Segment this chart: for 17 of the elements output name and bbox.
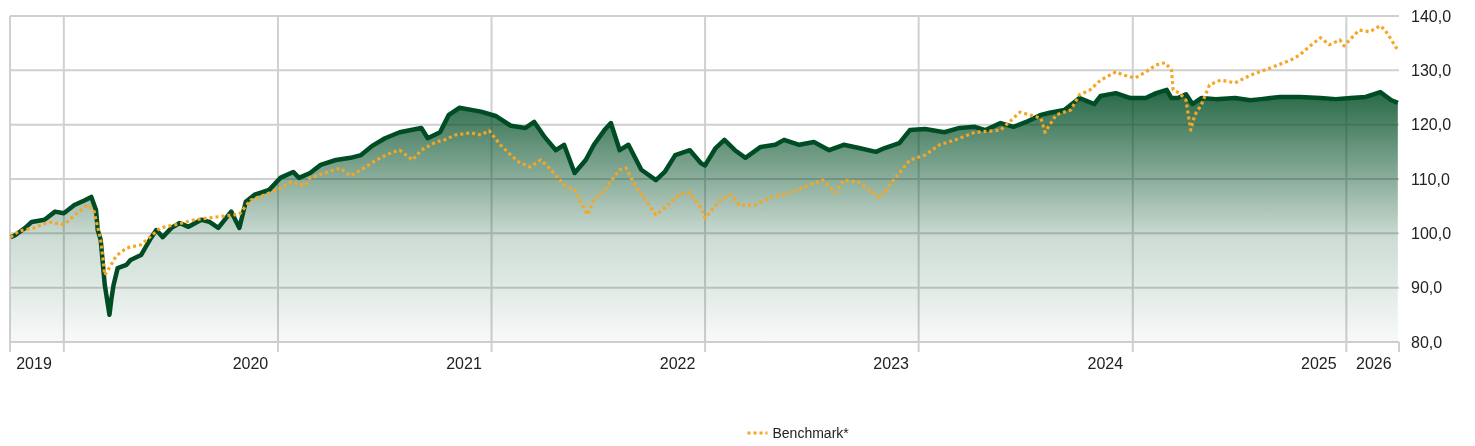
y-tick-label: 100,0 bbox=[1411, 224, 1452, 242]
x-tick-label: 2022 bbox=[659, 355, 696, 372]
y-tick-label: 140,0 bbox=[1411, 7, 1452, 25]
x-tick-label: 2019 bbox=[16, 355, 52, 372]
y-tick-label: 120,0 bbox=[1411, 116, 1452, 134]
y-tick-label: 110,0 bbox=[1411, 170, 1450, 188]
legend-label: Benchmark* bbox=[772, 425, 850, 441]
x-tick-label: 2020 bbox=[232, 355, 269, 372]
line-series bbox=[8, 24, 1400, 277]
y-tick-label: 80,0 bbox=[1411, 333, 1443, 351]
x-tick-label: 2021 bbox=[446, 355, 482, 372]
y-tick-label: 130,0 bbox=[1411, 61, 1452, 79]
x-tick-label: 2026 bbox=[1356, 355, 1392, 372]
x-tick-label: 2025 bbox=[1301, 355, 1337, 372]
x-tick-label: 2024 bbox=[1087, 355, 1124, 372]
y-tick-label: 90,0 bbox=[1411, 279, 1443, 297]
x-tick-label: 2023 bbox=[873, 355, 910, 372]
